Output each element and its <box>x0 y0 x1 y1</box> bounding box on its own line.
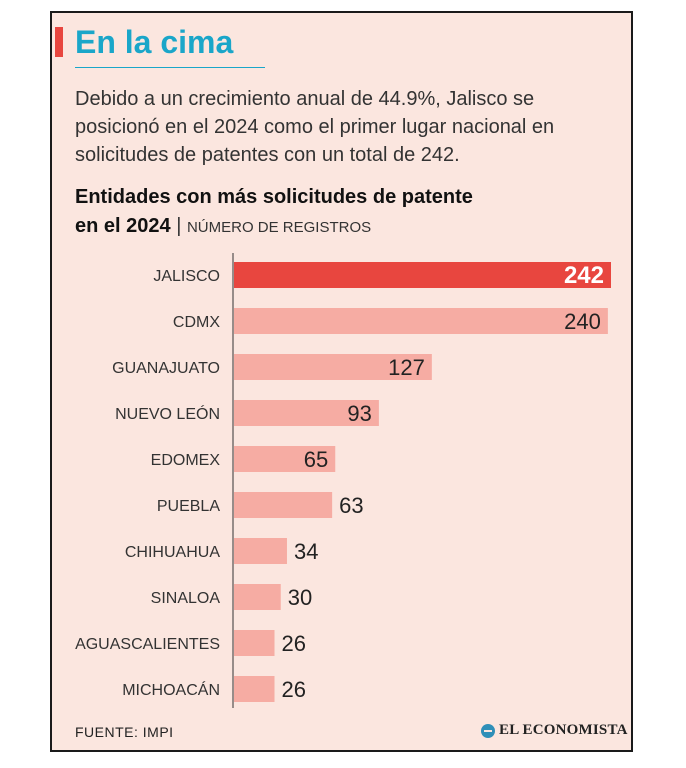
bar <box>234 584 281 610</box>
value-label: 240 <box>564 309 601 334</box>
headline: En la cima <box>75 24 234 60</box>
value-label: 127 <box>388 355 425 380</box>
category-label: JALISCO <box>153 268 220 285</box>
category-label: EDOMEX <box>151 452 221 469</box>
category-label: GUANAJUATO <box>112 360 220 377</box>
value-label: 242 <box>564 262 604 289</box>
category-label: MICHOACÁN <box>122 680 220 699</box>
headline-underline <box>75 67 265 68</box>
category-label: NUEVO LEÓN <box>115 404 220 423</box>
category-label: PUEBLA <box>157 498 220 515</box>
bar <box>234 400 379 426</box>
brand-logo: EL ECONOMISTA <box>481 722 628 739</box>
value-label: 93 <box>347 401 371 426</box>
title-separator: | <box>176 215 182 237</box>
value-label: 26 <box>282 677 306 702</box>
value-label: 26 <box>282 631 306 656</box>
value-label: 30 <box>288 585 312 610</box>
infographic-frame <box>50 11 633 752</box>
bar <box>234 446 336 472</box>
category-label: CHIHUAHUA <box>125 544 220 561</box>
bar <box>234 630 275 656</box>
brand-globe-icon <box>481 723 495 738</box>
category-label: SINALOA <box>151 590 221 607</box>
source-note: FUENTE: IMPI <box>75 724 174 740</box>
bar <box>234 262 611 288</box>
bar <box>234 354 432 380</box>
brand-name: EL ECONOMISTA <box>499 722 628 738</box>
value-label: 63 <box>339 493 363 518</box>
bar <box>234 676 275 702</box>
chart-title-line2: en el 2024 <box>75 215 171 237</box>
category-label: CDMX <box>173 314 220 331</box>
chart-title-line1: Entidades con más solicitudes de patente <box>75 186 473 208</box>
chart-unit: NÚMERO DE REGISTROS <box>186 219 372 236</box>
intro-paragraph: Debido a un crecimiento anual de 44.9%, … <box>75 88 555 166</box>
bar <box>234 308 608 334</box>
value-label: 65 <box>304 447 328 472</box>
value-label: 34 <box>294 539 318 564</box>
bar <box>234 538 287 564</box>
category-label: AGUASCALIENTES <box>75 636 220 653</box>
title-accent-bar <box>55 27 63 57</box>
bar <box>234 492 333 518</box>
chart-title: Entidades con más solicitudes de patente… <box>75 183 615 242</box>
